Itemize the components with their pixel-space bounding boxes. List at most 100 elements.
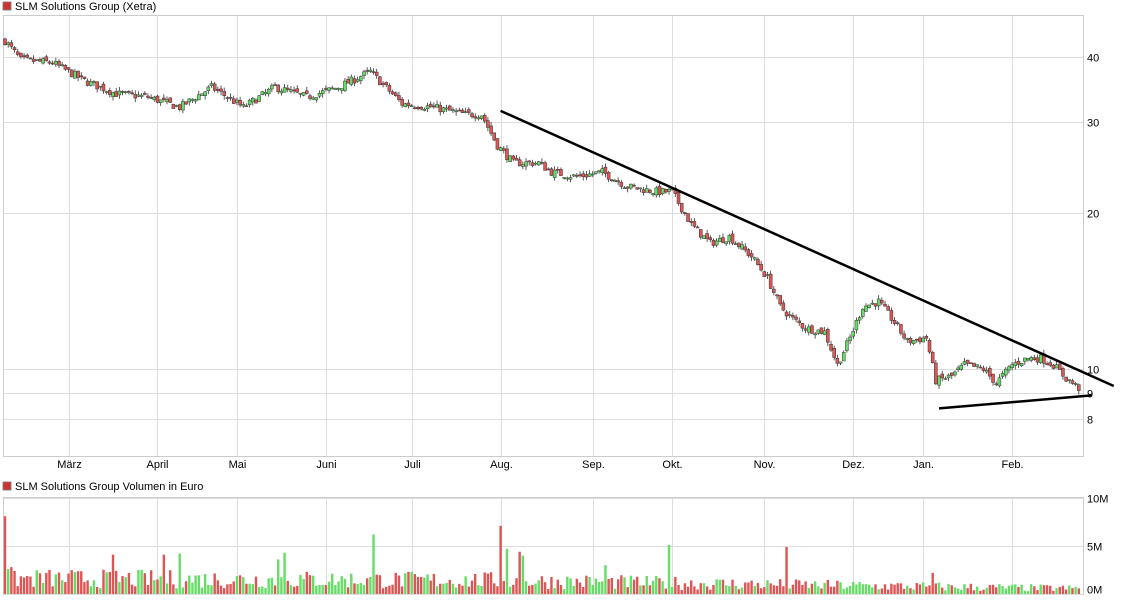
candle <box>441 106 446 114</box>
volume-bar <box>524 581 528 594</box>
volume-bar <box>413 574 417 594</box>
candle <box>721 233 725 244</box>
candle <box>835 354 840 367</box>
volume-bar <box>877 589 880 594</box>
candle <box>965 359 970 367</box>
candle <box>89 78 93 87</box>
candle <box>311 95 315 101</box>
volume-bar <box>686 586 690 594</box>
candle <box>387 83 392 95</box>
price-grid <box>4 57 1083 420</box>
volume-bar <box>118 582 121 594</box>
volume-bar <box>709 589 712 594</box>
volume-bar <box>639 585 642 594</box>
candle <box>1026 357 1030 362</box>
candle <box>559 167 563 176</box>
candle <box>854 317 859 334</box>
volume-bar <box>194 575 197 594</box>
candle <box>778 294 782 307</box>
volume-bar <box>667 545 671 594</box>
volume-bar <box>407 571 410 594</box>
candle <box>921 335 925 343</box>
candle <box>826 327 830 347</box>
volume-bar <box>950 585 953 594</box>
volume-bar <box>362 585 366 594</box>
candle <box>136 91 141 98</box>
volume-bar <box>121 576 124 594</box>
volume-bar <box>232 581 235 594</box>
candle <box>749 250 754 261</box>
candle <box>934 359 938 386</box>
volume-bar <box>763 587 766 594</box>
price-x-tick-label: Aug. <box>490 459 513 471</box>
volume-bar <box>1045 585 1049 594</box>
candle <box>899 324 903 336</box>
volume-bar <box>153 580 156 594</box>
candle <box>479 115 484 121</box>
candle <box>63 64 68 71</box>
candle <box>679 202 684 215</box>
candle <box>797 317 801 326</box>
volume-bar <box>454 587 458 594</box>
volume-bar <box>149 570 153 594</box>
candle <box>1007 365 1011 374</box>
volume-bar <box>308 575 312 594</box>
candle <box>540 158 544 165</box>
candle <box>460 108 465 113</box>
volume-bar <box>45 572 48 594</box>
volume-bar <box>86 580 89 594</box>
volume-bar <box>105 572 108 594</box>
candle <box>807 324 811 336</box>
volume-bar <box>839 582 842 594</box>
volume-bar <box>829 586 833 594</box>
candle <box>575 172 579 179</box>
candle <box>902 330 906 341</box>
candle <box>231 95 236 104</box>
volume-bar <box>550 577 553 594</box>
volume-bar <box>372 534 375 594</box>
volume-bar <box>728 586 731 594</box>
volume-bar <box>553 588 556 594</box>
candle <box>1035 354 1040 366</box>
candle <box>133 90 138 103</box>
volume-bar <box>292 586 296 594</box>
volume-bar <box>896 583 899 594</box>
candle <box>117 86 122 99</box>
candle <box>143 91 147 96</box>
candle <box>295 85 300 94</box>
volume-bar <box>737 589 741 594</box>
candle <box>762 270 767 277</box>
volume-bar <box>318 584 321 594</box>
trendline <box>500 109 1115 388</box>
candle <box>228 93 233 101</box>
candle <box>829 341 833 352</box>
candle <box>428 101 433 108</box>
candle <box>991 373 995 386</box>
candle <box>76 70 80 82</box>
volume-bar <box>864 584 868 594</box>
candle <box>1038 354 1043 365</box>
volume-bar <box>350 573 353 594</box>
volume-bar <box>1007 585 1011 594</box>
candle <box>47 60 52 65</box>
candle <box>257 94 261 103</box>
candle <box>3 37 7 46</box>
volume-bar <box>172 584 175 594</box>
volume-bar <box>788 588 791 594</box>
volume-bar <box>1001 585 1004 594</box>
volume-bar <box>388 585 391 594</box>
volume-bar <box>327 581 331 594</box>
volume-bar <box>80 571 83 594</box>
volume-bar <box>794 579 798 594</box>
volume-bar <box>995 587 998 594</box>
candle <box>359 75 363 85</box>
volume-bar <box>502 580 505 594</box>
volume-bar <box>270 577 274 594</box>
volume-bar <box>76 571 80 594</box>
candle <box>911 339 916 346</box>
candle <box>406 99 411 109</box>
candle <box>489 121 493 137</box>
candle <box>66 67 71 73</box>
volume-bar <box>601 581 604 594</box>
candle <box>111 91 115 101</box>
